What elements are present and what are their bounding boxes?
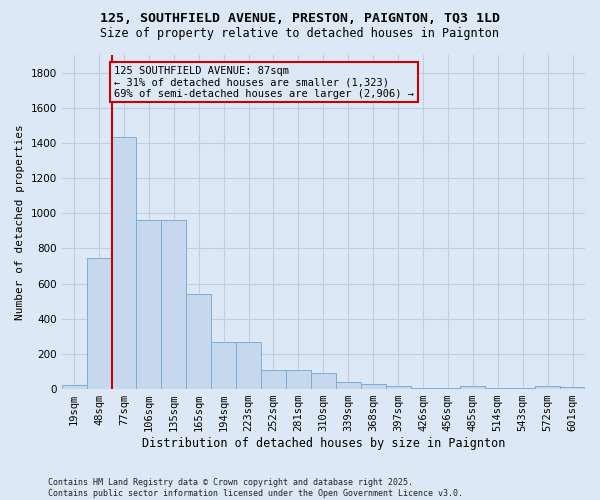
Bar [62,385,86,389]
Bar [410,388,436,389]
Bar [535,386,560,389]
Bar [510,388,535,389]
Bar [336,382,361,389]
Text: 125 SOUTHFIELD AVENUE: 87sqm
← 31% of detached houses are smaller (1,323)
69% of: 125 SOUTHFIELD AVENUE: 87sqm ← 31% of de… [114,66,414,98]
Bar [236,342,261,389]
Y-axis label: Number of detached properties: Number of detached properties [15,124,25,320]
Text: Contains HM Land Registry data © Crown copyright and database right 2025.
Contai: Contains HM Land Registry data © Crown c… [48,478,463,498]
Text: 125, SOUTHFIELD AVENUE, PRESTON, PAIGNTON, TQ3 1LD: 125, SOUTHFIELD AVENUE, PRESTON, PAIGNTO… [100,12,500,26]
Bar [436,388,460,389]
Text: Size of property relative to detached houses in Paignton: Size of property relative to detached ho… [101,28,499,40]
Bar [161,220,186,389]
Bar [86,258,112,389]
Bar [460,386,485,389]
Bar [112,137,136,389]
Bar [311,374,336,389]
Bar [386,386,410,389]
Bar [286,370,311,389]
Bar [136,220,161,389]
Bar [211,342,236,389]
X-axis label: Distribution of detached houses by size in Paignton: Distribution of detached houses by size … [142,437,505,450]
Bar [361,384,386,389]
Bar [186,294,211,389]
Bar [560,388,585,389]
Bar [485,388,510,389]
Bar [261,370,286,389]
